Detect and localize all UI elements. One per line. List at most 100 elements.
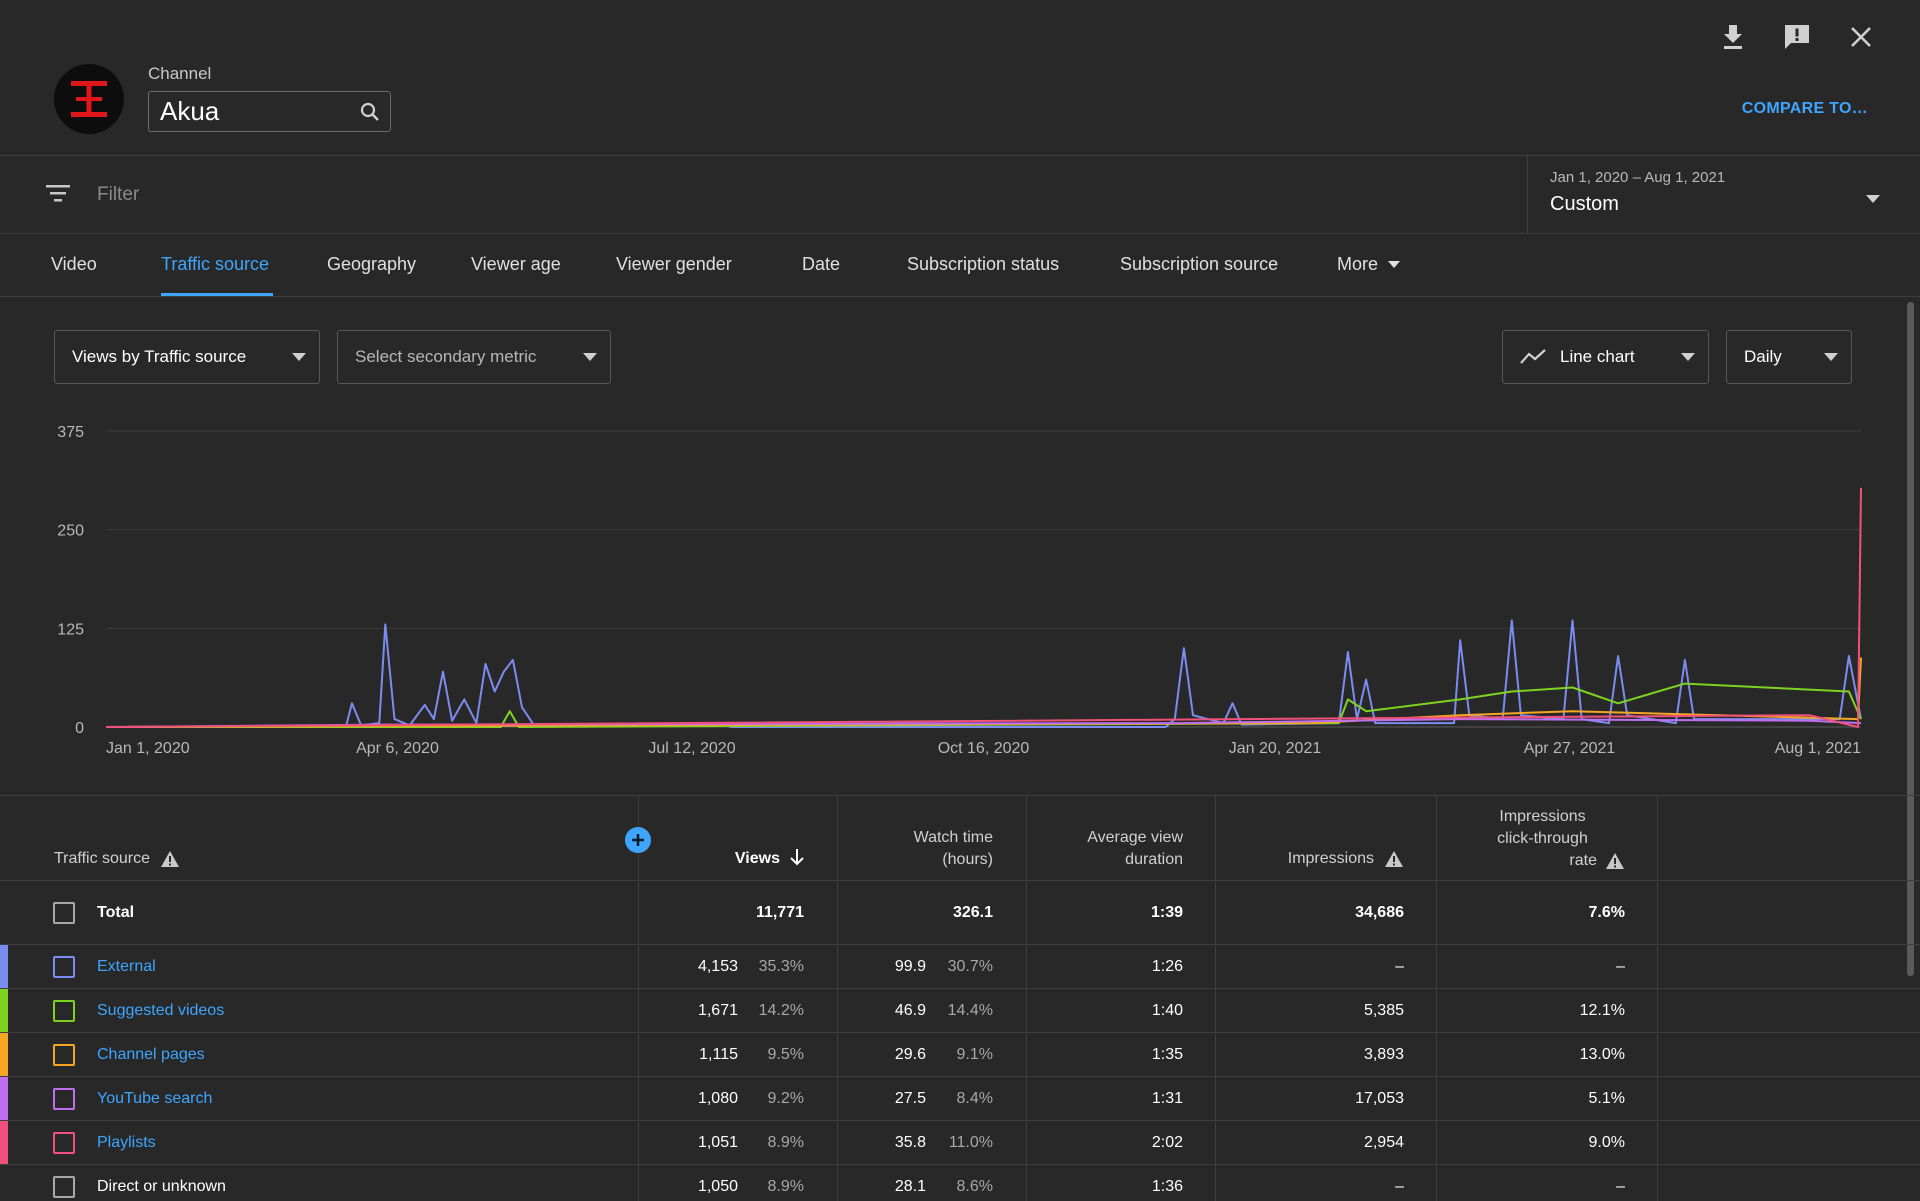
traffic-source-name[interactable]: YouTube search (97, 1089, 213, 1107)
table-row[interactable]: Direct or unknown 1,050 8.9% 28.1 8.6% 1:36 – – (0, 1165, 1920, 1201)
date-range-selector[interactable]: Jan 1, 2020 – Aug 1, 2021 Custom (1527, 156, 1920, 234)
views-value: 4,153 (697, 957, 738, 975)
close-icon[interactable] (1846, 22, 1876, 52)
tab-more[interactable]: More (1337, 254, 1401, 275)
views-percent: 14.2% (758, 1001, 804, 1019)
table-row[interactable]: Suggested videos 1,671 14.2% 46.9 14.4% 1:40 5… (0, 989, 1920, 1033)
row-checkbox[interactable] (53, 955, 75, 978)
download-icon[interactable] (1718, 22, 1748, 52)
y-tick-label: 375 (57, 424, 84, 441)
interval-select[interactable]: Daily (1726, 330, 1852, 384)
total-checkbox[interactable] (53, 901, 75, 924)
channel-logo-icon (71, 81, 107, 117)
secondary-metric-select[interactable]: Select secondary metric (337, 330, 611, 384)
active-tab-indicator (161, 293, 273, 296)
column-header-impressions[interactable]: Impressions (1240, 848, 1404, 870)
watch-time-percent: 30.7% (947, 957, 993, 975)
total-views: 11,771 (755, 903, 804, 921)
x-tick-label: Jan 20, 2021 (1229, 740, 1322, 757)
traffic-source-name[interactable]: Playlists (97, 1133, 156, 1151)
ctr-value: – (1616, 1177, 1625, 1195)
feedback-icon[interactable] (1782, 22, 1812, 52)
tab-viewer-gender[interactable]: Viewer gender (616, 254, 732, 274)
views-line-chart: 375 250 125 0 Jan 1, 2020 Apr 6, 2020 Jul 12, … (57, 424, 1862, 757)
table-row[interactable]: Playlists 1,051 8.9% 35.8 11.0% 2:02 2,954 9.0% (0, 1121, 1920, 1165)
date-range-text: Jan 1, 2020 – Aug 1, 2021 (1550, 169, 1726, 186)
tab-video[interactable]: Video (51, 254, 97, 274)
watch-time-percent: 8.4% (956, 1089, 993, 1107)
total-watch-time: 326.1 (952, 903, 993, 921)
tab-viewer-age[interactable]: Viewer age (471, 254, 561, 274)
scrollbar[interactable] (1907, 302, 1914, 976)
avg-duration-value: 1:35 (1151, 1045, 1183, 1063)
chart-type-select[interactable]: Line chart (1502, 330, 1709, 384)
arrow-down-icon (790, 849, 804, 866)
total-label: Total (97, 903, 135, 921)
views-value: 1,671 (697, 1001, 738, 1019)
column-header-ctr[interactable]: Impressions click-through rate (1460, 806, 1625, 872)
tab-geography[interactable]: Geography (327, 254, 417, 274)
series-color-bar (0, 1121, 8, 1164)
ctr-header-line-3-wrap: rate (1460, 850, 1625, 872)
watch-time-value: 99.9 (894, 957, 926, 975)
line-chart-icon (1520, 349, 1546, 365)
traffic-source-name: Direct or unknown (97, 1177, 226, 1195)
y-tick-label: 250 (57, 523, 84, 540)
channel-avatar (54, 64, 124, 134)
avg-duration-value: 2:02 (1151, 1133, 1183, 1151)
avg-duration-header-line-2: duration (1125, 851, 1183, 868)
channel-selector[interactable]: Akua (148, 91, 391, 132)
filter-bar: Filter Jan 1, 2020 – Aug 1, 2021 Custom (0, 156, 1920, 234)
tab-subscription-source[interactable]: Subscription source (1120, 254, 1279, 274)
header: Channel Akua COMPARE TO… (0, 0, 1920, 156)
ctr-value: 9.0% (1588, 1133, 1625, 1151)
series-line-suggested-videos (106, 682, 1862, 728)
column-header-views[interactable]: Views (700, 848, 804, 870)
traffic-source-name[interactable]: External (97, 957, 156, 975)
search-icon[interactable] (350, 102, 390, 122)
tab-traffic-source[interactable]: Traffic source (161, 254, 270, 274)
x-tick-label: Oct 16, 2020 (938, 740, 1030, 757)
impressions-value: – (1395, 957, 1404, 975)
total-ctr: 7.6% (1588, 903, 1625, 921)
channel-name[interactable]: Akua (160, 96, 220, 126)
traffic-source-name[interactable]: Suggested videos (97, 1001, 225, 1019)
table-row[interactable]: Channel pages 1,115 9.5% 29.6 9.1% 1:35 3,893 1… (0, 1033, 1920, 1077)
top-actions (1718, 22, 1876, 52)
x-tick-label: Apr 27, 2021 (1524, 740, 1616, 757)
ctr-value: 5.1% (1588, 1089, 1625, 1107)
series-color-bar (0, 945, 8, 988)
caret-down-icon (279, 353, 319, 361)
add-metric-button[interactable] (625, 827, 651, 853)
caret-down-icon (1668, 353, 1708, 361)
ctr-value: 13.0% (1579, 1045, 1625, 1063)
row-checkbox[interactable] (53, 1087, 75, 1110)
table-row[interactable]: YouTube search 1,080 9.2% 27.5 8.4% 1:31 17,05… (0, 1077, 1920, 1121)
column-header-source-label: Traffic source (54, 850, 151, 867)
primary-metric-label: Views by Traffic source (72, 347, 247, 366)
series-color-bar (0, 1033, 8, 1076)
filter-input[interactable]: Filter (97, 184, 140, 205)
watch-time-header-line-1: Watch time (913, 829, 993, 846)
watch-time-value: 28.1 (894, 1177, 926, 1195)
row-checkbox[interactable] (53, 1175, 75, 1198)
watch-time-percent: 8.6% (956, 1177, 993, 1195)
filter-icon[interactable] (44, 182, 72, 209)
table-row[interactable]: External 4,153 35.3% 99.9 30.7% 1:26 – – (0, 945, 1920, 989)
row-checkbox[interactable] (53, 1131, 75, 1154)
impressions-value: – (1395, 1177, 1404, 1195)
column-header-source[interactable]: Traffic source (54, 848, 180, 870)
caret-down-icon (570, 353, 610, 361)
chart-type-label: Line chart (1560, 347, 1635, 366)
compare-button[interactable]: COMPARE TO… (1741, 100, 1868, 117)
row-checkbox[interactable] (53, 1043, 75, 1066)
column-header-watch-time[interactable]: Watch time (hours) (860, 827, 993, 871)
primary-metric-select[interactable]: Views by Traffic source (54, 330, 320, 384)
row-checkbox[interactable] (53, 999, 75, 1022)
series-color-bar (0, 989, 8, 1032)
column-header-avg-duration[interactable]: Average view duration (1050, 827, 1183, 871)
y-tick-label: 125 (57, 621, 84, 638)
tab-subscription-status[interactable]: Subscription status (907, 254, 1060, 274)
traffic-source-name[interactable]: Channel pages (97, 1045, 205, 1063)
tab-date[interactable]: Date (802, 254, 841, 274)
